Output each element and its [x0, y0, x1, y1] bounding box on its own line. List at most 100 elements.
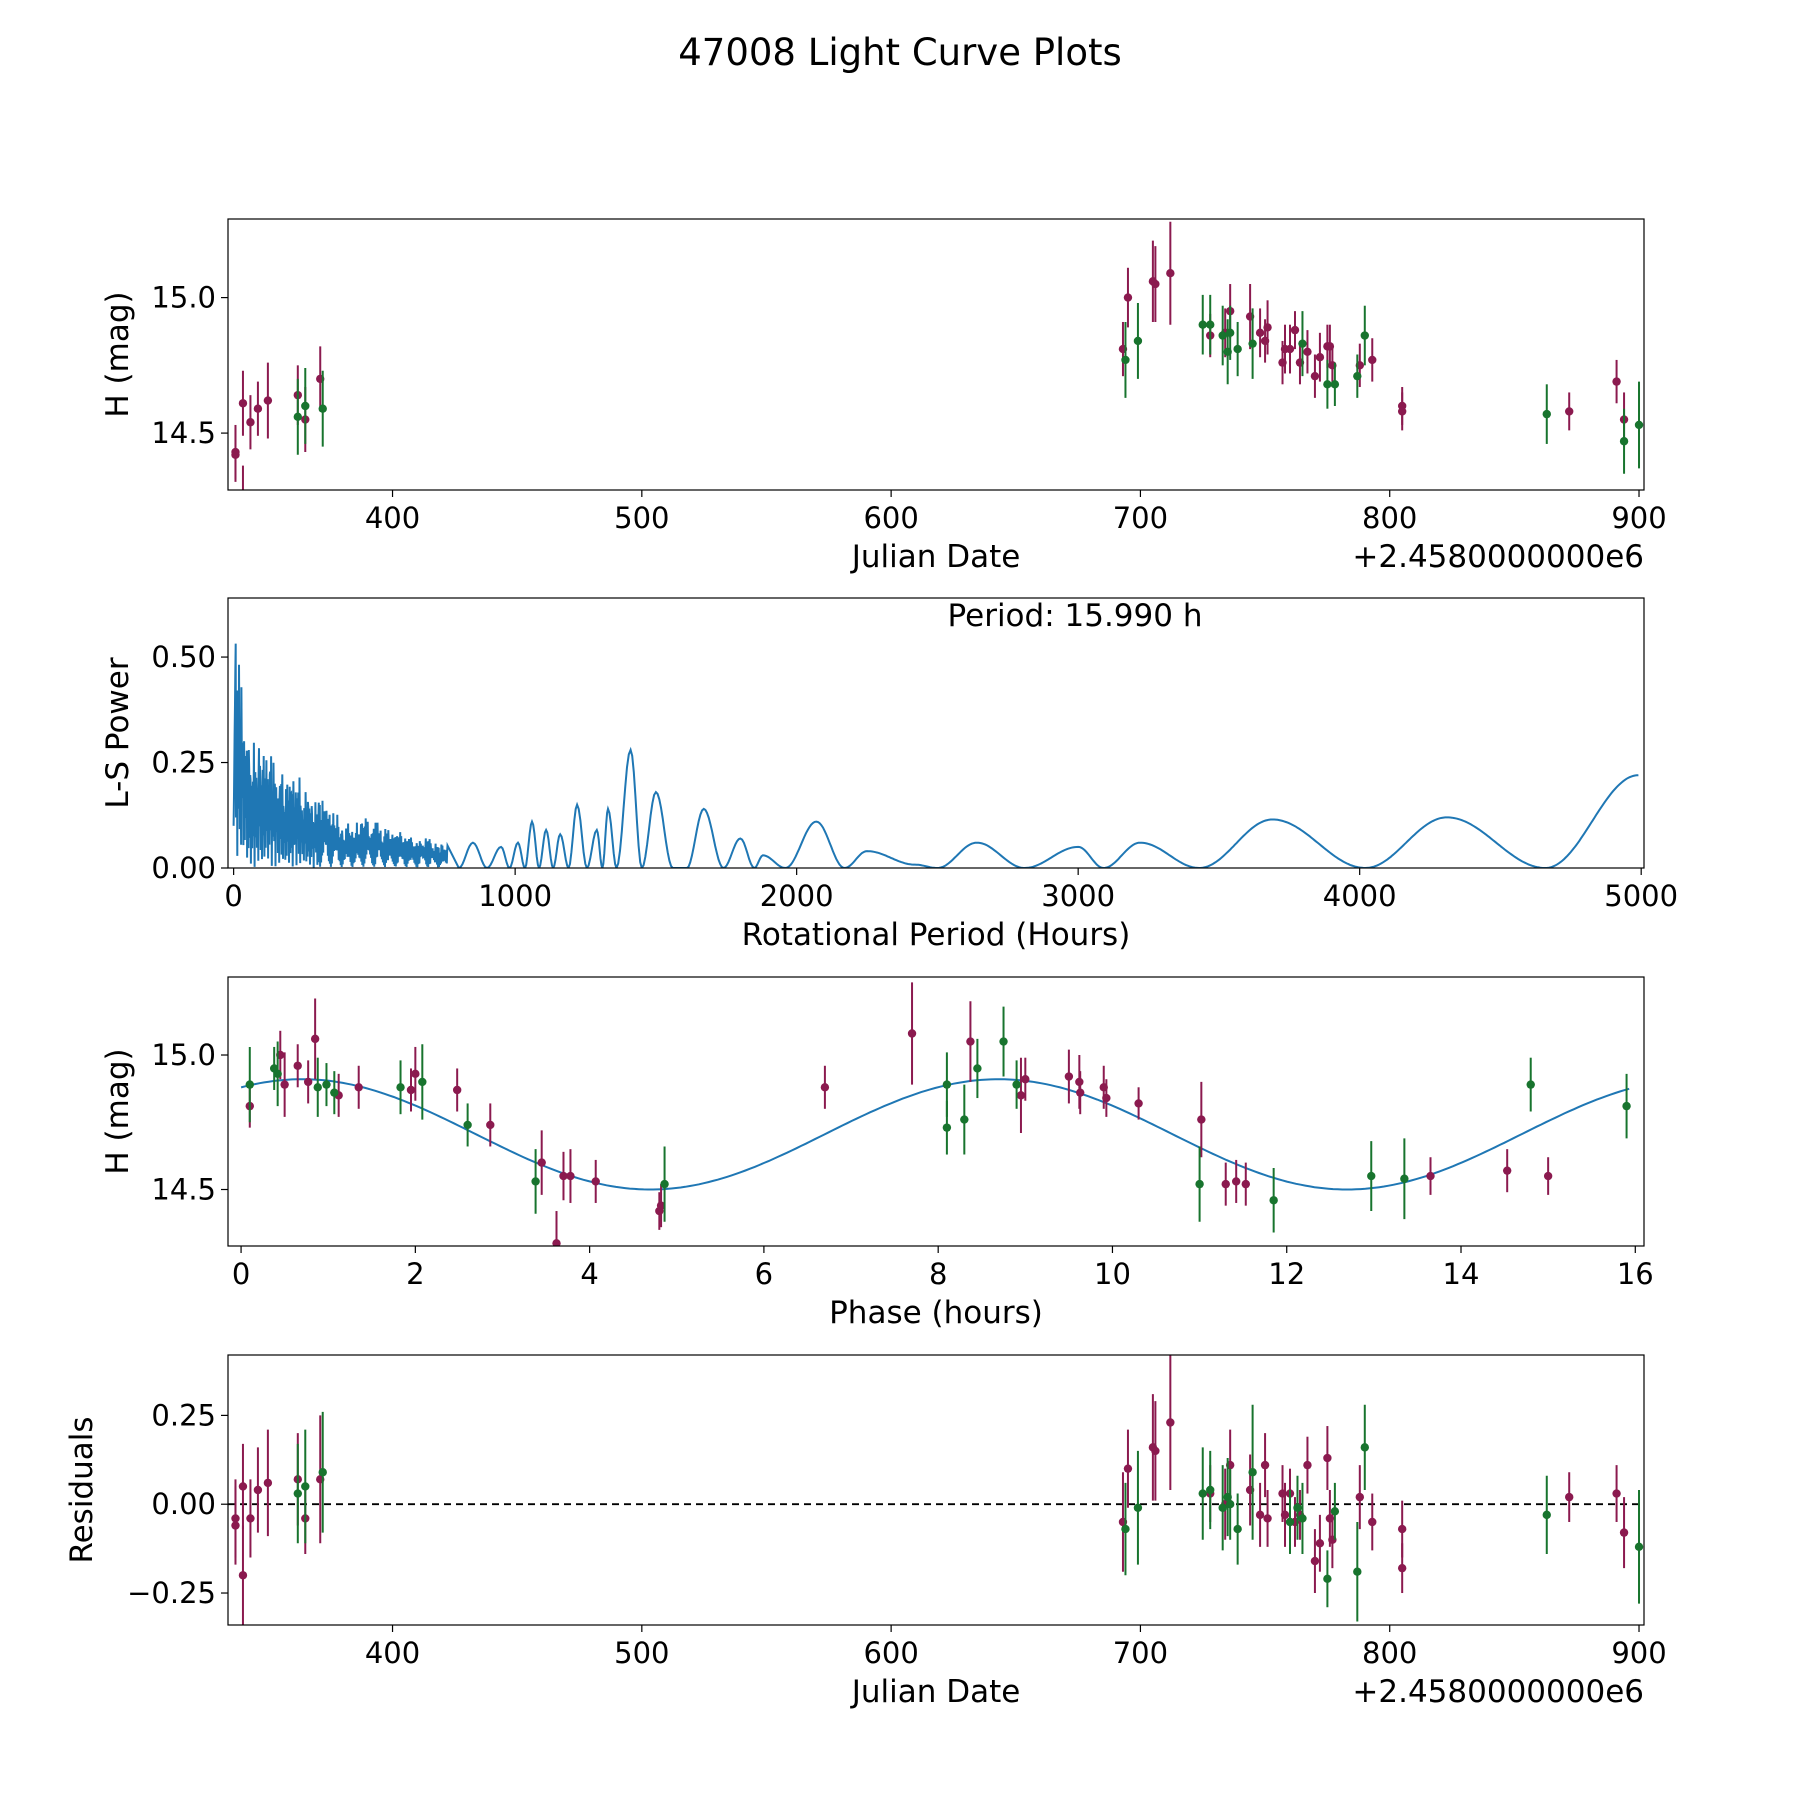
x-axis-label: Julian Date: [850, 539, 1021, 575]
data-point: [1565, 407, 1574, 416]
x-tick-label: 4: [580, 1257, 598, 1291]
data-point: [660, 1179, 669, 1189]
data-point: [1353, 1567, 1362, 1576]
x-tick-label: 2: [406, 1257, 424, 1291]
data-point: [1622, 1101, 1631, 1111]
y-tick-label: 0.25: [151, 1398, 216, 1432]
data-point: [231, 450, 240, 459]
data-point: [238, 1482, 248, 1491]
data-point: [396, 1083, 405, 1092]
subplot-phase-folded: 0 2 4 6 8 10 12 14 16 14.5 15.0 Phase (hours) H (mag…: [100, 976, 1654, 1331]
data-point: [1255, 1510, 1265, 1520]
data-point: [1310, 1556, 1320, 1566]
data-point: [1151, 279, 1160, 289]
data-point: [1502, 1166, 1512, 1175]
model-curve: [240, 1078, 1630, 1191]
data-point: [1121, 1524, 1130, 1534]
data-point: [1367, 1171, 1376, 1181]
periodogram-line: [232, 643, 1639, 868]
data-point: [1397, 407, 1407, 416]
axes-frame: [227, 597, 1645, 869]
data-point: [1400, 1174, 1409, 1183]
y-tick-label: 0.00: [151, 851, 216, 885]
data-point: [1315, 353, 1325, 362]
subplot-residuals: 400 500 600 700 800 900 −0.25 0.00 0.25 Julian Da…: [64, 1354, 1667, 1710]
data-point: [1206, 1485, 1215, 1495]
x-tick-label: 3000: [1041, 879, 1115, 913]
data-point: [1218, 331, 1227, 340]
x-tick-label: 0: [232, 1257, 250, 1291]
data-point: [1368, 355, 1377, 365]
data-point: [1397, 1563, 1407, 1573]
x-tick-label: 600: [863, 501, 918, 535]
x-tick-label: 800: [1362, 1636, 1417, 1670]
x-tick-label: 500: [614, 501, 669, 535]
data-point: [1323, 1574, 1332, 1584]
data-point: [559, 1171, 568, 1181]
data-point: [1290, 325, 1300, 335]
y-tick-label: 14.5: [151, 1173, 216, 1207]
data-point: [1303, 1460, 1312, 1470]
axes-frame: [227, 1354, 1645, 1626]
data-point: [1543, 1171, 1553, 1181]
y-tick-label: 0.00: [151, 1487, 216, 1521]
data-point: [1248, 1468, 1257, 1477]
data-point: [1198, 1489, 1207, 1498]
series-magenta: [231, 221, 1629, 490]
data-point: [1021, 1075, 1030, 1084]
data-point: [1298, 1514, 1307, 1523]
data-point: [1285, 344, 1295, 354]
data-point: [1102, 1093, 1111, 1103]
y-axis-label: Residuals: [64, 1416, 100, 1563]
axes-frame: [227, 218, 1645, 491]
x-tick-label: 4000: [1323, 879, 1397, 913]
series-green: [245, 1006, 1631, 1233]
x-tick-label: 2000: [760, 879, 834, 913]
data-point: [1280, 1510, 1290, 1520]
data-point: [322, 1080, 331, 1089]
x-tick-label: 500: [614, 1636, 669, 1670]
data-point: [1225, 1500, 1235, 1509]
data-point: [310, 1034, 320, 1044]
x-tick-label: 400: [365, 1636, 420, 1670]
data-point: [1123, 1464, 1133, 1473]
data-point: [280, 1080, 289, 1089]
data-point: [531, 1177, 540, 1186]
data-point: [1206, 320, 1215, 329]
data-point: [1151, 1446, 1160, 1456]
data-point: [1269, 1196, 1278, 1205]
data-point: [1133, 1503, 1143, 1512]
data-point: [1323, 1453, 1332, 1463]
data-point: [1134, 1099, 1143, 1108]
data-point: [1612, 377, 1621, 386]
data-point: [1619, 437, 1629, 446]
data-point: [1064, 1072, 1074, 1081]
plot-area: [228, 1355, 1644, 1625]
data-point: [293, 1061, 302, 1070]
data-point: [253, 1485, 263, 1495]
data-point: [1285, 1517, 1295, 1527]
x-tick-label: 12: [1268, 1257, 1305, 1291]
data-point: [1241, 1179, 1250, 1189]
series-green: [293, 294, 1644, 474]
data-point: [263, 1478, 273, 1488]
subplot-light-curve: 400 500 600 700 800 900 14.5 15.0 Julian Date H (…: [100, 218, 1667, 575]
data-point: [318, 404, 327, 413]
data-point: [1368, 1517, 1377, 1527]
data-point: [293, 412, 303, 422]
data-point: [1634, 1542, 1644, 1552]
data-point: [1133, 336, 1143, 346]
data-point: [411, 1069, 420, 1079]
data-point: [1634, 420, 1644, 430]
data-point: [1233, 1524, 1242, 1534]
data-point: [1542, 1510, 1551, 1520]
x-tick-label: 6: [755, 1257, 773, 1291]
data-point: [1016, 1091, 1026, 1100]
data-point: [1619, 1528, 1629, 1537]
x-tick-label: 700: [1113, 1636, 1168, 1670]
x-axis-label: Julian Date: [850, 1674, 1021, 1710]
y-axis-label: L-S Power: [100, 657, 136, 808]
data-point: [1197, 1115, 1206, 1124]
data-point: [406, 1085, 416, 1095]
